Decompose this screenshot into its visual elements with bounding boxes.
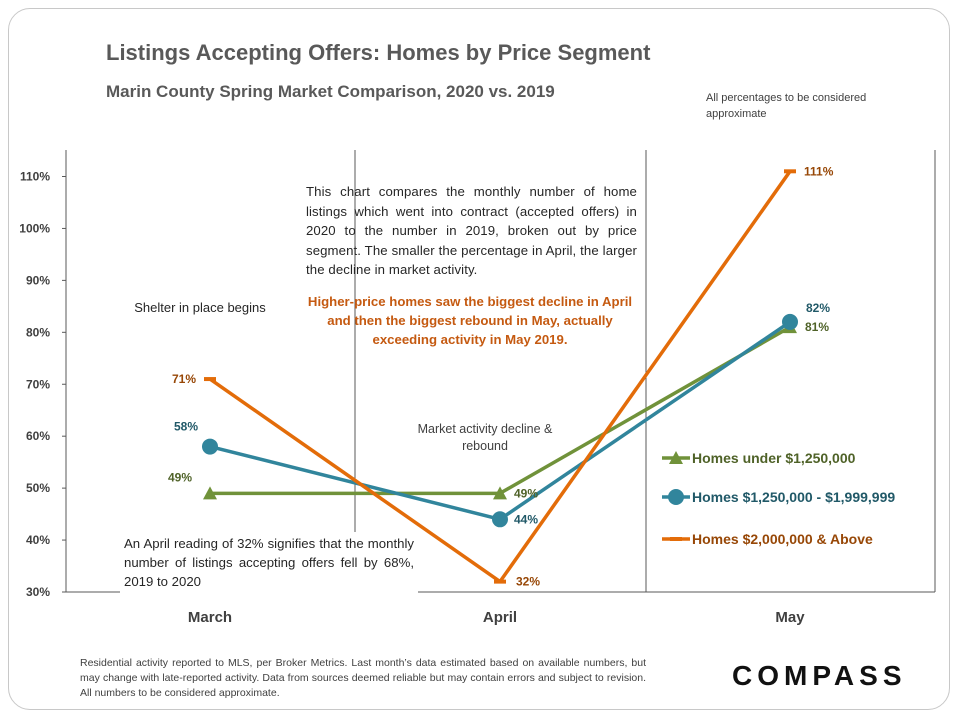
compass-logo: COMPASS [732,660,907,691]
y-tick-label: 50% [26,481,50,495]
data-label: 49% [168,470,192,484]
data-label: 111% [804,164,834,178]
approximate-note: All percentages to be considered approxi… [706,92,867,120]
shelter-in-place-annotation: Shelter in place begins [134,300,266,315]
y-tick-label: 80% [26,325,50,339]
data-label: 58% [174,420,198,434]
y-tick-label: 110% [20,170,50,184]
y-tick-label: 60% [26,429,50,443]
legend-label: Homes $1,250,000 - $1,999,999 [692,489,895,505]
data-label: 82% [806,301,830,315]
market-activity-annotation: Market activity decline & rebound [417,422,553,453]
y-tick-label: 30% [26,585,50,599]
data-point [492,511,508,528]
data-point [494,579,506,584]
data-point [203,486,217,500]
highlight-annotation: Higher-price homes saw the biggest decli… [307,294,633,347]
data-label: 71% [172,372,196,386]
x-category-label: March [188,609,232,626]
legend-label: Homes under $1,250,000 [692,450,856,466]
y-tick-label: 90% [26,273,50,287]
data-point [202,438,218,455]
data-label: 32% [516,575,540,589]
data-point [784,169,796,174]
data-label: 81% [805,320,829,334]
explanation-annotation: This chart compares the monthly number o… [306,184,637,277]
legend-marker [669,451,683,464]
footer-disclaimer: Residential activity reported to MLS, pe… [80,657,646,699]
x-category-label: April [483,609,517,626]
data-point [782,313,798,330]
y-tick-label: 70% [26,377,50,391]
april-reading-annotation: An April reading of 32% signifies that t… [120,532,418,593]
x-category-label: May [775,609,805,626]
y-tick-label: 40% [26,533,50,547]
legend-marker [670,537,682,541]
chart-subtitle: Marin County Spring Market Comparison, 2… [106,82,555,101]
legend-marker [668,489,684,505]
data-point [493,486,507,500]
data-point [204,377,216,382]
legend-label: Homes $2,000,000 & Above [692,531,873,547]
y-tick-label: 100% [19,221,50,235]
slide-frame [8,8,950,710]
data-label: 44% [514,512,538,526]
data-label: 49% [514,486,538,500]
chart-title: Listings Accepting Offers: Homes by Pric… [106,40,651,65]
